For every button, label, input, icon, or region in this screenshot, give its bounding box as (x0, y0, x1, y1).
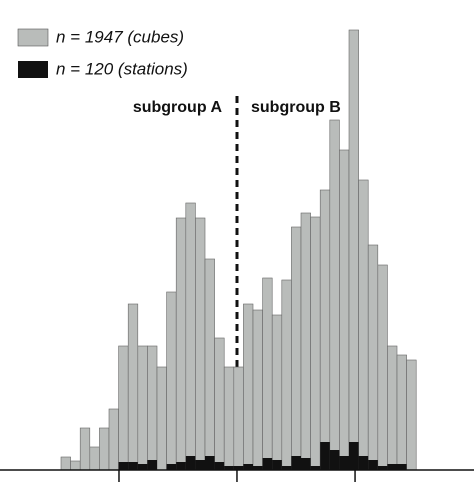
overlay-bar (185, 456, 196, 470)
bar (396, 354, 407, 471)
overlay-bar (137, 464, 148, 470)
overlay-bar (205, 456, 215, 470)
bar (271, 314, 283, 471)
overlay-bar (358, 456, 369, 470)
overlay-bar (195, 460, 206, 470)
legend-label: n = 120 (stations) (56, 59, 188, 78)
overlay-bar (349, 442, 359, 470)
legend-label: n = 1947 (cubes) (56, 27, 184, 46)
bar (118, 345, 129, 471)
overlay-bar (128, 462, 138, 470)
bar (204, 258, 215, 471)
bar (79, 427, 91, 471)
bar (252, 309, 263, 471)
overlay-bar (329, 450, 340, 470)
overlay-bar (397, 464, 407, 470)
overlay-bar (281, 466, 292, 470)
bar (214, 337, 225, 471)
overlay-bar (224, 466, 234, 470)
bar (137, 345, 148, 471)
overlay-bar (310, 466, 321, 470)
overlay-bar (233, 466, 244, 470)
bar (233, 366, 244, 471)
overlay-bar (339, 456, 350, 470)
bar (348, 29, 359, 471)
legend-swatch (18, 61, 48, 78)
bar (291, 226, 302, 471)
overlay-bar (320, 442, 330, 470)
overlay-bar (272, 460, 282, 470)
bar (99, 427, 110, 471)
overlay-bar (301, 458, 311, 470)
overlay-bar (214, 462, 225, 470)
overlay-bar (118, 462, 129, 470)
bar (387, 345, 398, 471)
bar (70, 460, 81, 471)
legend-swatch (17, 28, 49, 47)
overlay-bar (243, 464, 254, 470)
bar (89, 446, 100, 471)
overlay-bar (176, 462, 186, 470)
bar (156, 366, 167, 471)
bar (262, 277, 273, 471)
annotation: subgroup B (251, 99, 341, 116)
bar (377, 264, 388, 471)
overlay-bar (387, 464, 398, 470)
overlay-bar (377, 466, 388, 470)
bar (175, 217, 187, 471)
bar (127, 303, 139, 471)
bar (281, 279, 292, 471)
overlay-bar (147, 460, 158, 470)
bar (147, 345, 158, 471)
bar (329, 119, 340, 471)
bar (367, 244, 379, 471)
overlay-bar (166, 464, 177, 470)
bar (310, 216, 321, 471)
overlay-bar (262, 458, 273, 470)
bar (223, 366, 235, 471)
bar (300, 212, 311, 471)
bar (108, 408, 119, 471)
bar (358, 179, 369, 471)
overlay-bar (291, 456, 302, 470)
bar (195, 217, 206, 471)
bar (60, 456, 71, 471)
overlay-bar (253, 466, 263, 470)
overlay-bar (368, 460, 378, 470)
bar (339, 149, 350, 471)
annotation: subgroup A (133, 99, 223, 116)
bar (185, 202, 196, 471)
bar (243, 303, 254, 471)
bar (319, 189, 331, 471)
bar (406, 359, 417, 471)
bar (166, 291, 177, 471)
